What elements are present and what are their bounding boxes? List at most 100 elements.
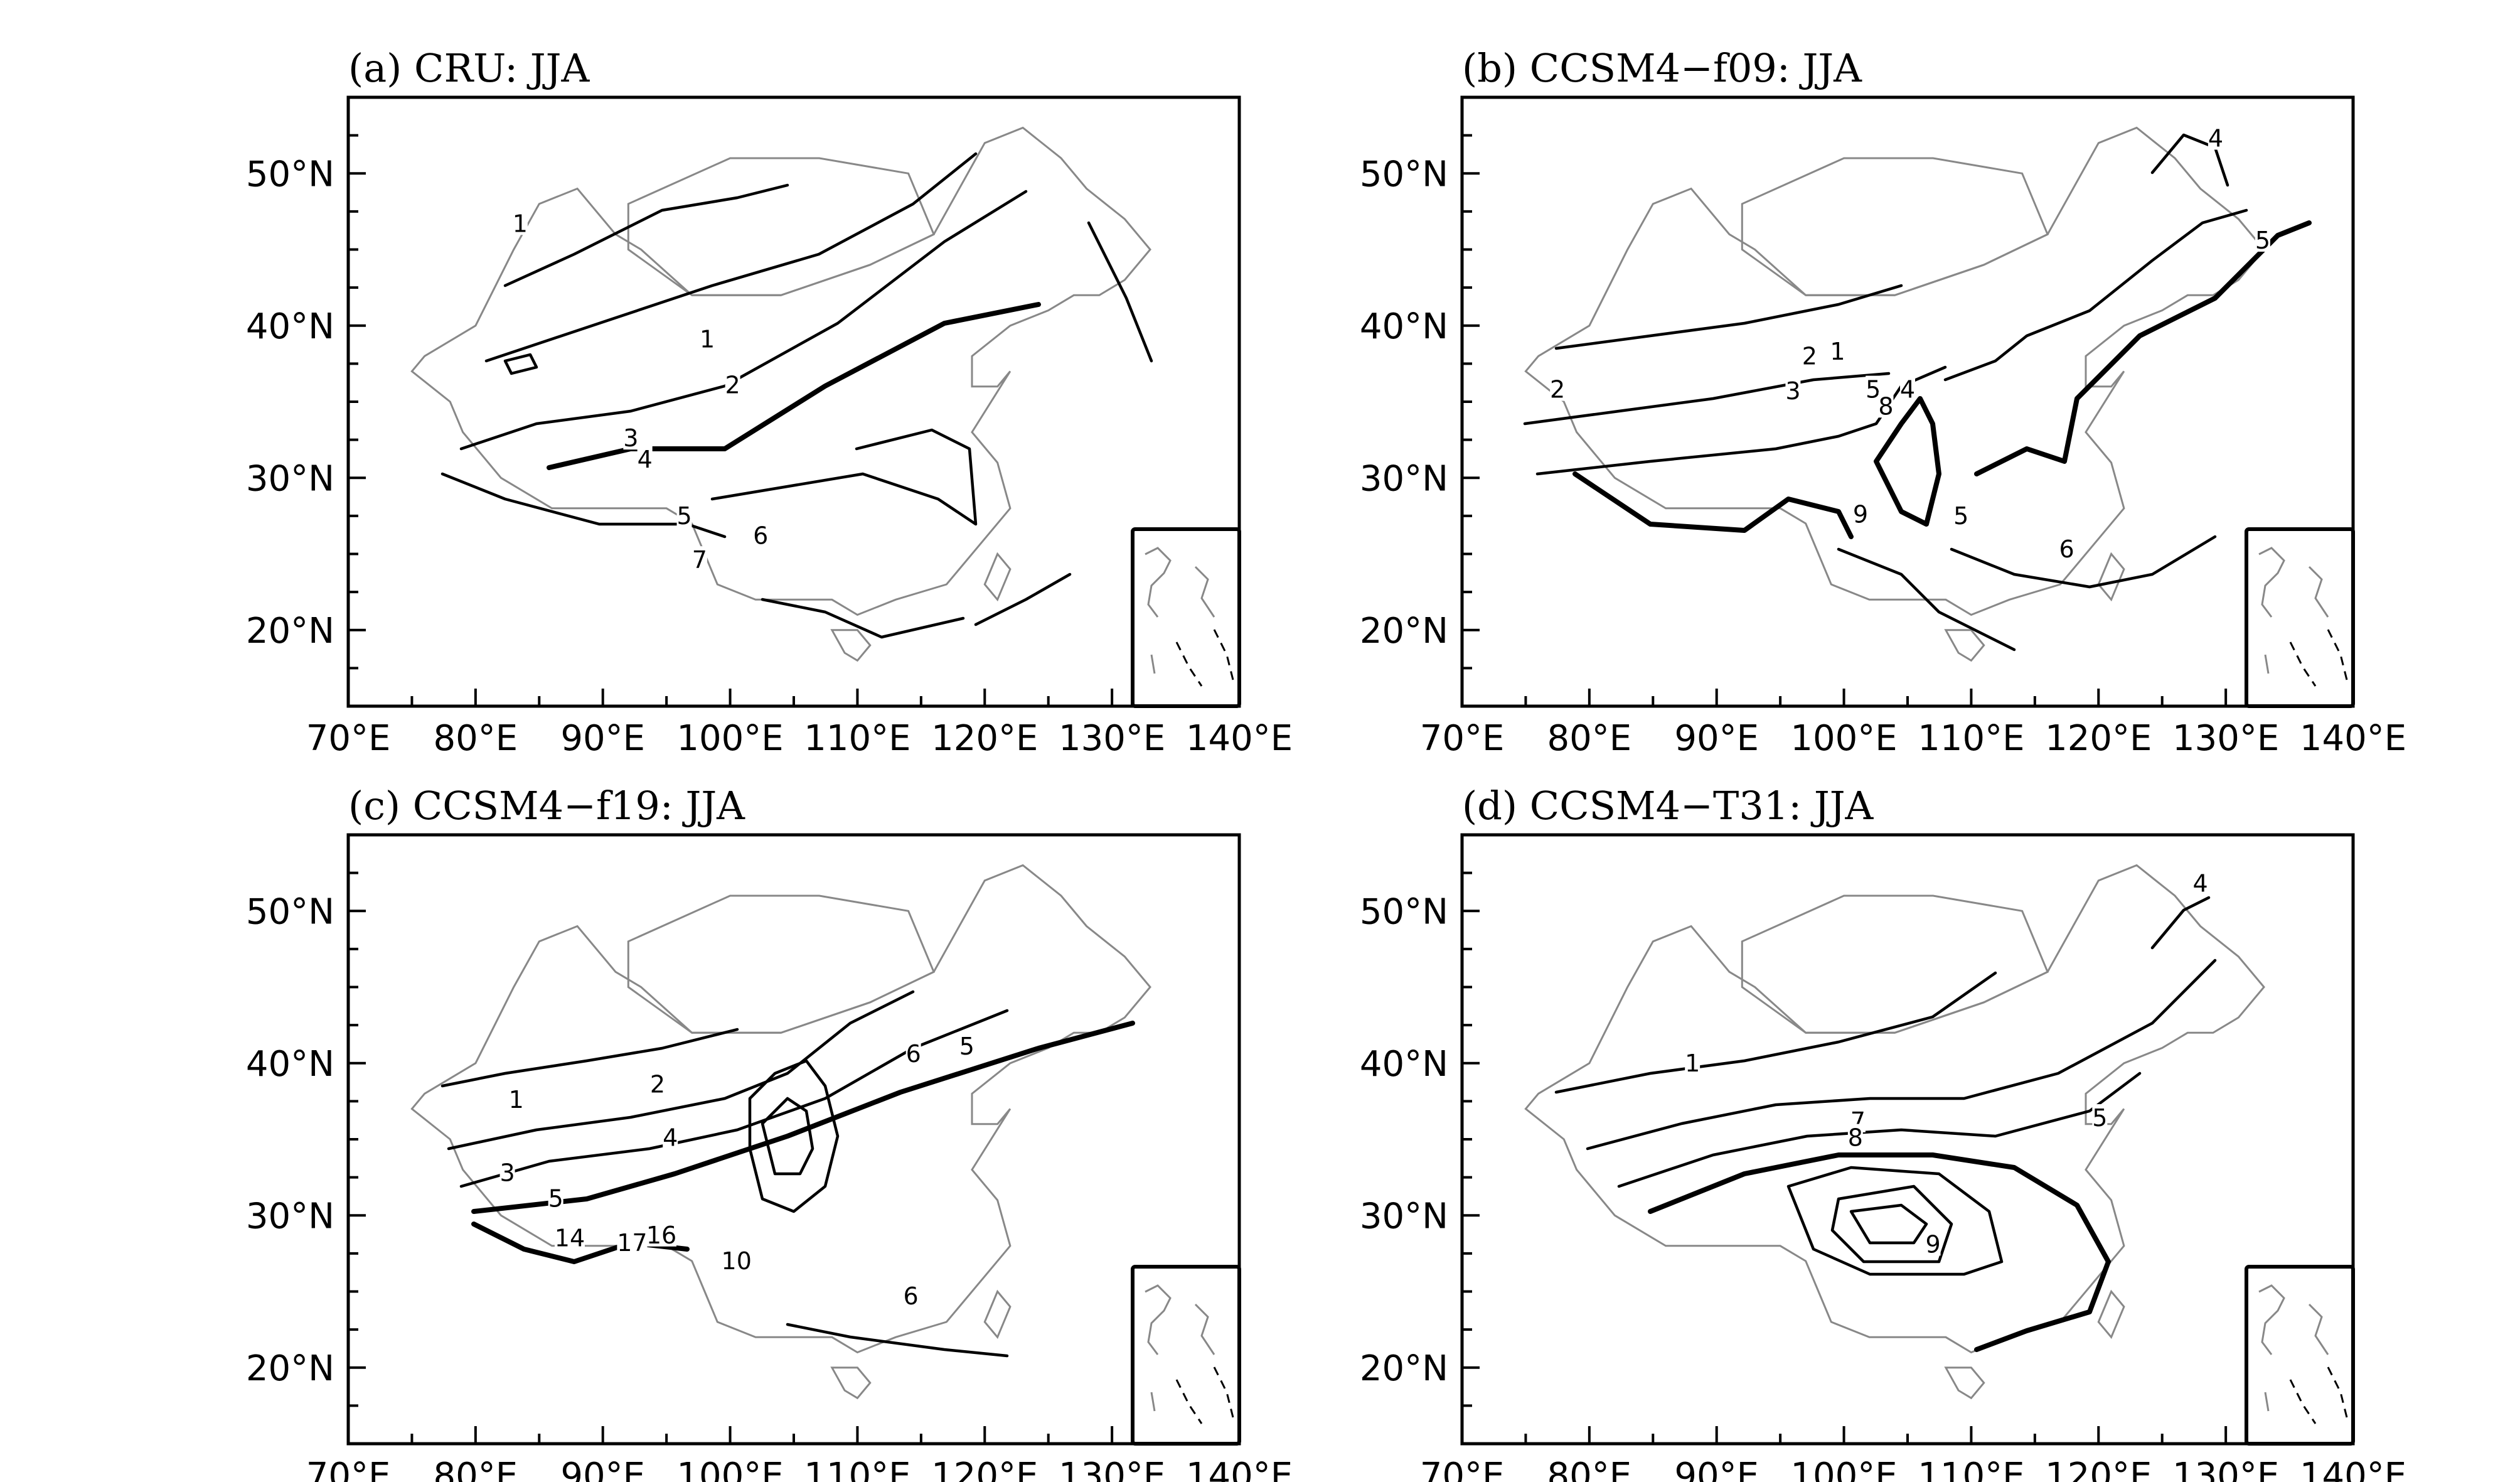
contour-label: 8 xyxy=(1848,1124,1863,1152)
contour-label: 1 xyxy=(513,210,528,237)
contour-label: 16 xyxy=(646,1222,676,1249)
y-tick-label: 20°N xyxy=(1360,611,1448,652)
x-tick-label: 110°E xyxy=(804,1456,910,1482)
contour-label: 4 xyxy=(2208,124,2223,152)
contour-label: 2 xyxy=(725,371,740,399)
x-tick-label: 140°E xyxy=(1186,1456,1293,1482)
contour-label-bg xyxy=(2255,226,2270,252)
country-border xyxy=(1524,864,2265,1354)
contour-b-6 xyxy=(1950,535,2217,589)
contour-label: 1 xyxy=(700,326,715,353)
contour-b-8 xyxy=(1837,547,2016,652)
contour-a-8 xyxy=(974,572,1072,626)
x-tick-label: 100°E xyxy=(1790,718,1897,759)
y-tick-label: 40°N xyxy=(1360,1044,1448,1085)
contour-a-6 xyxy=(761,598,965,639)
contour-label: 4 xyxy=(638,446,653,473)
x-tick-label: 110°E xyxy=(1918,718,2024,759)
x-tick-label: 70°E xyxy=(306,1456,391,1482)
panel-title-c: (c) CCSM4−f19: JJA xyxy=(348,783,745,829)
contour-a-5 xyxy=(710,428,978,526)
x-tick-label: 130°E xyxy=(1059,718,1165,759)
contour-label-bg xyxy=(1925,1230,1941,1256)
contour-label-bg xyxy=(637,446,653,471)
contour-label: 10 xyxy=(722,1247,752,1275)
panel-c: (c) CCSM4−f19: JJA 70°E 80°E 90°E 100°E 110°… xyxy=(246,783,1293,1482)
contour-label: 3 xyxy=(1785,377,1800,405)
contour-label: 5 xyxy=(2255,227,2270,254)
contour-label-bg xyxy=(700,325,715,351)
contour-d-1 xyxy=(1554,971,1997,1094)
contour-d-2 xyxy=(1586,958,2217,1151)
map-a xyxy=(410,126,1153,662)
x-tick-label: 140°E xyxy=(1186,718,1293,759)
x-ticks-c: 70°E 80°E 90°E 100°E 110°E 120°E 130°E 140°E xyxy=(306,1426,1293,1482)
contour-b-9 xyxy=(1874,396,1941,527)
contour-label: 4 xyxy=(1900,376,1915,404)
contour-label-bg xyxy=(663,1124,678,1149)
contour-a-1 xyxy=(503,183,789,287)
contour-labels-b: 452 12 3 5 489 56 xyxy=(1550,124,2270,563)
contour-label-bg xyxy=(2192,869,2208,895)
x-tick-label: 70°E xyxy=(306,718,391,759)
contour-label: 2 xyxy=(1802,342,1817,370)
y-tick-label: 50°N xyxy=(246,154,334,195)
x-tick-label: 110°E xyxy=(1918,1456,2024,1482)
contour-label-bg xyxy=(1685,1049,1700,1075)
contour-label-bg xyxy=(1785,377,1801,403)
contour-label-bg xyxy=(753,522,769,547)
contour-d-4 xyxy=(1648,1152,2111,1352)
y-tick-label: 50°N xyxy=(1360,154,1448,195)
panel-title-b: (b) CCSM4−f09: JJA xyxy=(1462,45,1862,91)
country-border xyxy=(1741,894,2049,1034)
country-border xyxy=(1944,1367,1985,1400)
x-tick-label: 120°E xyxy=(2045,718,2152,759)
x-tick-label: 120°E xyxy=(931,1456,1038,1482)
contour-label: 4 xyxy=(663,1124,678,1152)
y-tick-label: 20°N xyxy=(1360,1348,1448,1389)
contour-a-2 xyxy=(484,152,978,363)
contour-b-10 xyxy=(1572,471,1854,539)
contour-b-5 xyxy=(1974,220,2312,476)
country-border xyxy=(410,126,1151,616)
x-tick-label: 130°E xyxy=(2172,1456,2279,1482)
y-tick-label: 50°N xyxy=(246,891,334,932)
contour-label: 2 xyxy=(650,1071,665,1098)
contour-d-7 xyxy=(1849,1203,1928,1245)
y-tick-label: 30°N xyxy=(246,458,334,499)
x-ticks-b: 70°E 80°E 90°E 100°E 110°E 120°E 130°E 140°E xyxy=(1420,689,2406,759)
panel-d: (d) CCSM4−T31: JJA 70°E 80°E 90°E 100°E 110°… xyxy=(1360,783,2406,1482)
y-ticks-b: 20°N 30°N 40°N 50°N xyxy=(1360,134,1480,670)
x-ticks-d: 70°E 80°E 90°E 100°E 110°E 120°E 130°E 140°E xyxy=(1420,1426,2406,1482)
contour-label-bg xyxy=(1847,1124,1863,1149)
contour-a-9 xyxy=(1087,221,1153,363)
contour-label-bg xyxy=(1953,502,1969,527)
plot-frame-c xyxy=(346,833,1241,1446)
contour-label-bg xyxy=(2092,1104,2108,1130)
contour-label-bg xyxy=(617,1228,648,1254)
x-tick-label: 110°E xyxy=(804,718,910,759)
contour-label-bg xyxy=(2208,124,2223,150)
contour-label: 3 xyxy=(499,1159,515,1186)
contour-label-bg xyxy=(1900,375,1915,401)
contour-label: 17 xyxy=(617,1229,647,1257)
x-tick-label: 80°E xyxy=(434,718,518,759)
contour-label-bg xyxy=(649,1070,665,1096)
contour-a-7 xyxy=(440,472,727,539)
contour-label-bg xyxy=(548,1184,563,1210)
contour-label: 3 xyxy=(623,424,638,452)
x-tick-label: 70°E xyxy=(1420,718,1505,759)
x-tick-label: 80°E xyxy=(434,1456,518,1482)
contour-d-8 xyxy=(2150,896,2211,950)
contour-label-bg xyxy=(1802,342,1817,368)
contour-label: 14 xyxy=(555,1225,585,1252)
contour-label: 1 xyxy=(509,1086,524,1114)
contour-b-4 xyxy=(1943,208,2248,382)
country-border xyxy=(1741,157,2049,296)
contour-label: 2 xyxy=(1550,376,1565,404)
contour-b-1 xyxy=(1554,284,1903,350)
contour-d-6 xyxy=(1830,1184,1953,1264)
